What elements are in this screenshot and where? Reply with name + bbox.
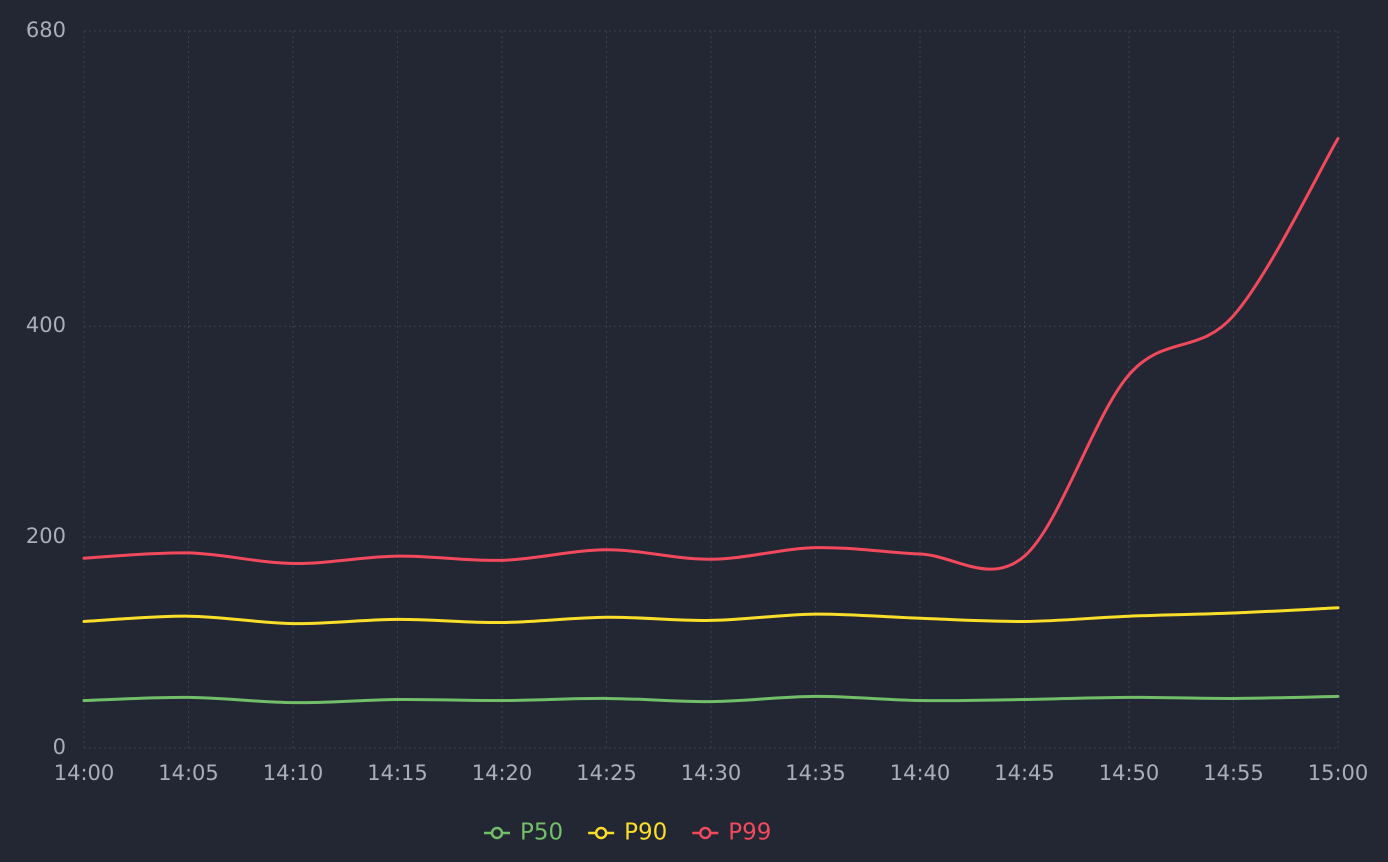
x-tick-label: 14:35 bbox=[785, 761, 846, 785]
legend-item[interactable]: P99 bbox=[692, 820, 771, 846]
legend-label: P90 bbox=[624, 820, 667, 846]
series-line bbox=[82, 606, 1340, 626]
x-tick-label: 14:25 bbox=[576, 761, 637, 785]
x-tick-label: 14:00 bbox=[54, 761, 115, 785]
y-tick-label: 680 bbox=[26, 18, 66, 42]
x-tick-label: 14:55 bbox=[1203, 761, 1264, 785]
x-tick-label: 14:30 bbox=[681, 761, 742, 785]
legend-item[interactable]: P90 bbox=[588, 820, 667, 846]
x-tick-label: 14:50 bbox=[1099, 761, 1160, 785]
x-tick-label: 14:05 bbox=[158, 761, 219, 785]
series-line bbox=[82, 137, 1340, 571]
y-tick-label: 0 bbox=[53, 735, 66, 759]
legend: P50 P90 P99 bbox=[484, 820, 771, 846]
series-line bbox=[82, 694, 1340, 705]
legend-swatch-dot bbox=[490, 826, 504, 840]
x-tick-label: 14:45 bbox=[994, 761, 1055, 785]
legend-swatch-dot bbox=[594, 826, 608, 840]
legend-swatch-dot bbox=[699, 826, 712, 840]
y-tick-label: 200 bbox=[26, 524, 66, 548]
legend-label: P50 bbox=[520, 820, 563, 846]
x-tick-label: 14:15 bbox=[367, 761, 428, 785]
legend-label: P99 bbox=[728, 820, 771, 846]
legend-item[interactable]: P50 bbox=[484, 820, 563, 846]
x-tick-label: 14:20 bbox=[472, 761, 533, 785]
x-tick-label: 15:00 bbox=[1308, 761, 1369, 785]
x-tick-label: 14:10 bbox=[263, 761, 324, 785]
y-tick-label: 400 bbox=[26, 313, 66, 337]
x-tick-label: 14:40 bbox=[890, 761, 951, 785]
